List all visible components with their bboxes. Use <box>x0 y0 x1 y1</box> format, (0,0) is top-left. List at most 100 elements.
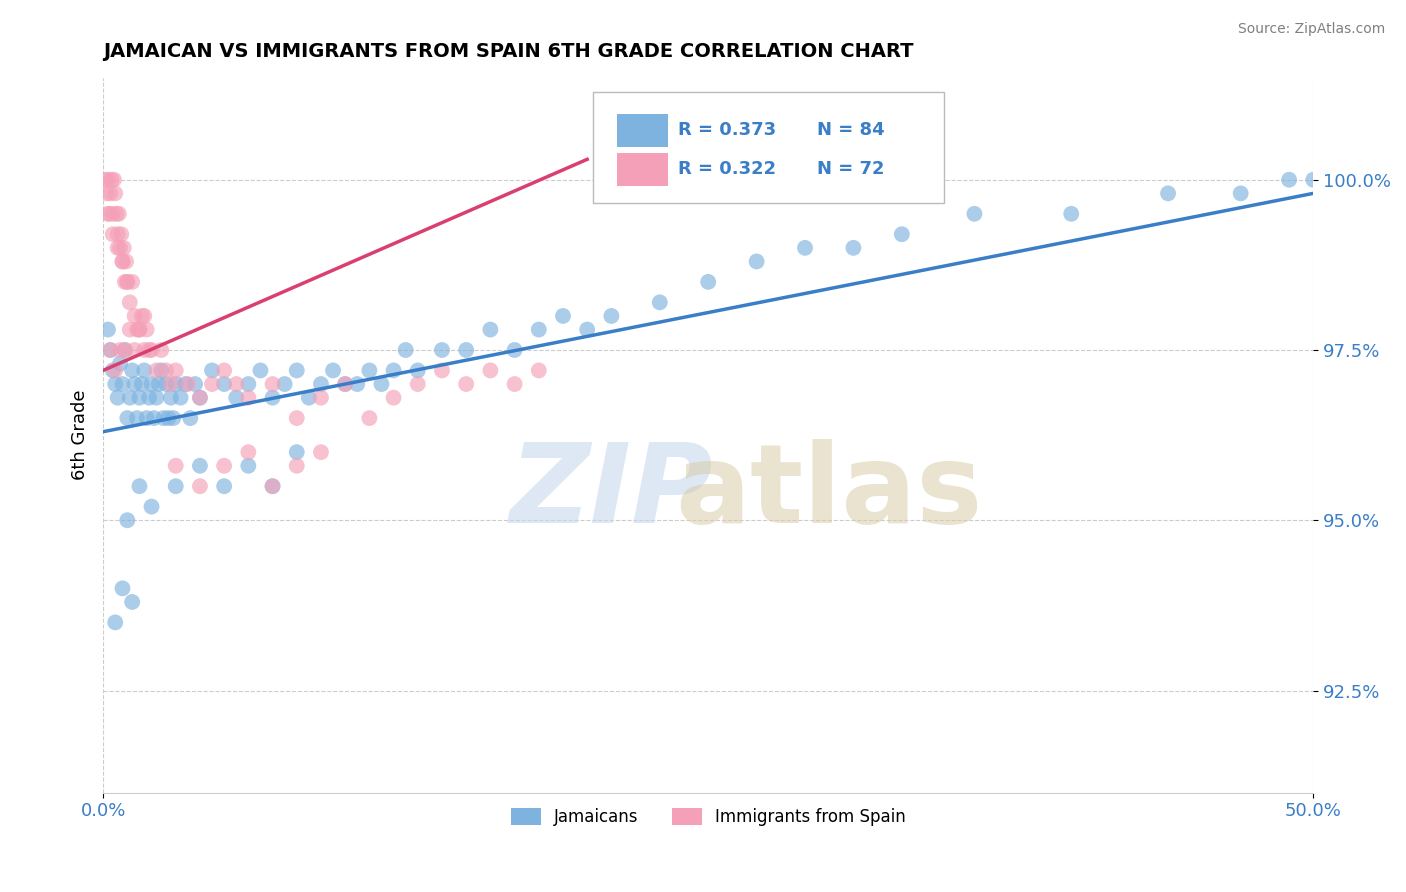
Point <box>134 309 156 323</box>
Point <box>125 322 148 336</box>
Point <box>285 445 308 459</box>
Point <box>456 343 478 357</box>
Point <box>262 391 284 405</box>
Point <box>169 391 191 405</box>
Legend: Jamaicans, Immigrants from Spain: Jamaicans, Immigrants from Spain <box>502 799 914 834</box>
Point <box>101 207 124 221</box>
Point <box>108 207 131 221</box>
Point <box>249 363 271 377</box>
Point <box>128 479 150 493</box>
Point <box>108 241 131 255</box>
Point <box>135 411 157 425</box>
Point <box>285 411 308 425</box>
Point <box>121 275 143 289</box>
Point <box>124 377 146 392</box>
Point <box>1157 186 1180 201</box>
Point <box>406 377 429 392</box>
Point <box>108 357 131 371</box>
Point <box>124 309 146 323</box>
Point <box>963 207 986 221</box>
Point <box>179 411 201 425</box>
Point <box>141 377 163 392</box>
Point <box>100 343 122 357</box>
Point <box>188 479 211 493</box>
Text: R = 0.322: R = 0.322 <box>678 161 776 178</box>
Point <box>600 309 623 323</box>
Point <box>128 322 150 336</box>
Point <box>1302 173 1324 187</box>
Point <box>456 377 478 392</box>
Point <box>100 173 122 187</box>
Point <box>128 322 150 336</box>
Text: ZIP: ZIP <box>509 439 713 546</box>
Point <box>576 322 599 336</box>
Point <box>201 377 224 392</box>
Point <box>503 343 526 357</box>
Point <box>112 241 135 255</box>
Point <box>105 207 128 221</box>
Point <box>150 343 173 357</box>
Text: R = 0.373: R = 0.373 <box>678 120 776 139</box>
Point <box>101 227 124 242</box>
Point <box>174 377 197 392</box>
Point <box>165 363 187 377</box>
Point <box>138 391 160 405</box>
Point <box>262 479 284 493</box>
Point <box>162 411 184 425</box>
FancyBboxPatch shape <box>617 114 668 147</box>
Point <box>165 479 187 493</box>
Point <box>1278 173 1301 187</box>
Point <box>177 377 200 392</box>
Point <box>141 343 163 357</box>
Point <box>503 377 526 392</box>
Point <box>155 363 177 377</box>
Point <box>148 377 170 392</box>
Point <box>359 411 381 425</box>
Point <box>155 377 177 392</box>
Point <box>238 458 260 473</box>
Point <box>285 363 308 377</box>
Point <box>890 227 912 242</box>
Point <box>430 343 453 357</box>
Point <box>97 322 120 336</box>
Point <box>96 186 118 201</box>
Point <box>262 479 284 493</box>
Point <box>346 377 368 392</box>
Point <box>141 500 163 514</box>
Text: N = 84: N = 84 <box>817 120 884 139</box>
Point <box>117 411 139 425</box>
Point <box>794 241 817 255</box>
Point <box>430 363 453 377</box>
Y-axis label: 6th Grade: 6th Grade <box>72 390 89 481</box>
Point <box>134 363 156 377</box>
Point <box>128 391 150 405</box>
Point <box>114 275 136 289</box>
Point <box>103 173 125 187</box>
Point <box>1060 207 1083 221</box>
Point <box>111 254 134 268</box>
Point <box>160 377 183 392</box>
Point <box>134 343 156 357</box>
Point <box>285 458 308 473</box>
Point <box>124 343 146 357</box>
Point <box>117 275 139 289</box>
Point <box>527 322 550 336</box>
Point <box>395 343 418 357</box>
Point <box>121 363 143 377</box>
Point <box>212 363 235 377</box>
Point <box>648 295 671 310</box>
Point <box>150 363 173 377</box>
Point <box>479 363 502 377</box>
Point <box>157 411 180 425</box>
Point <box>479 322 502 336</box>
Point <box>98 207 121 221</box>
Point <box>225 377 247 392</box>
Point <box>111 377 134 392</box>
Point <box>333 377 356 392</box>
Point <box>142 411 165 425</box>
Point <box>238 377 260 392</box>
Point <box>121 595 143 609</box>
Point <box>114 343 136 357</box>
Point <box>104 363 127 377</box>
Point <box>298 391 321 405</box>
